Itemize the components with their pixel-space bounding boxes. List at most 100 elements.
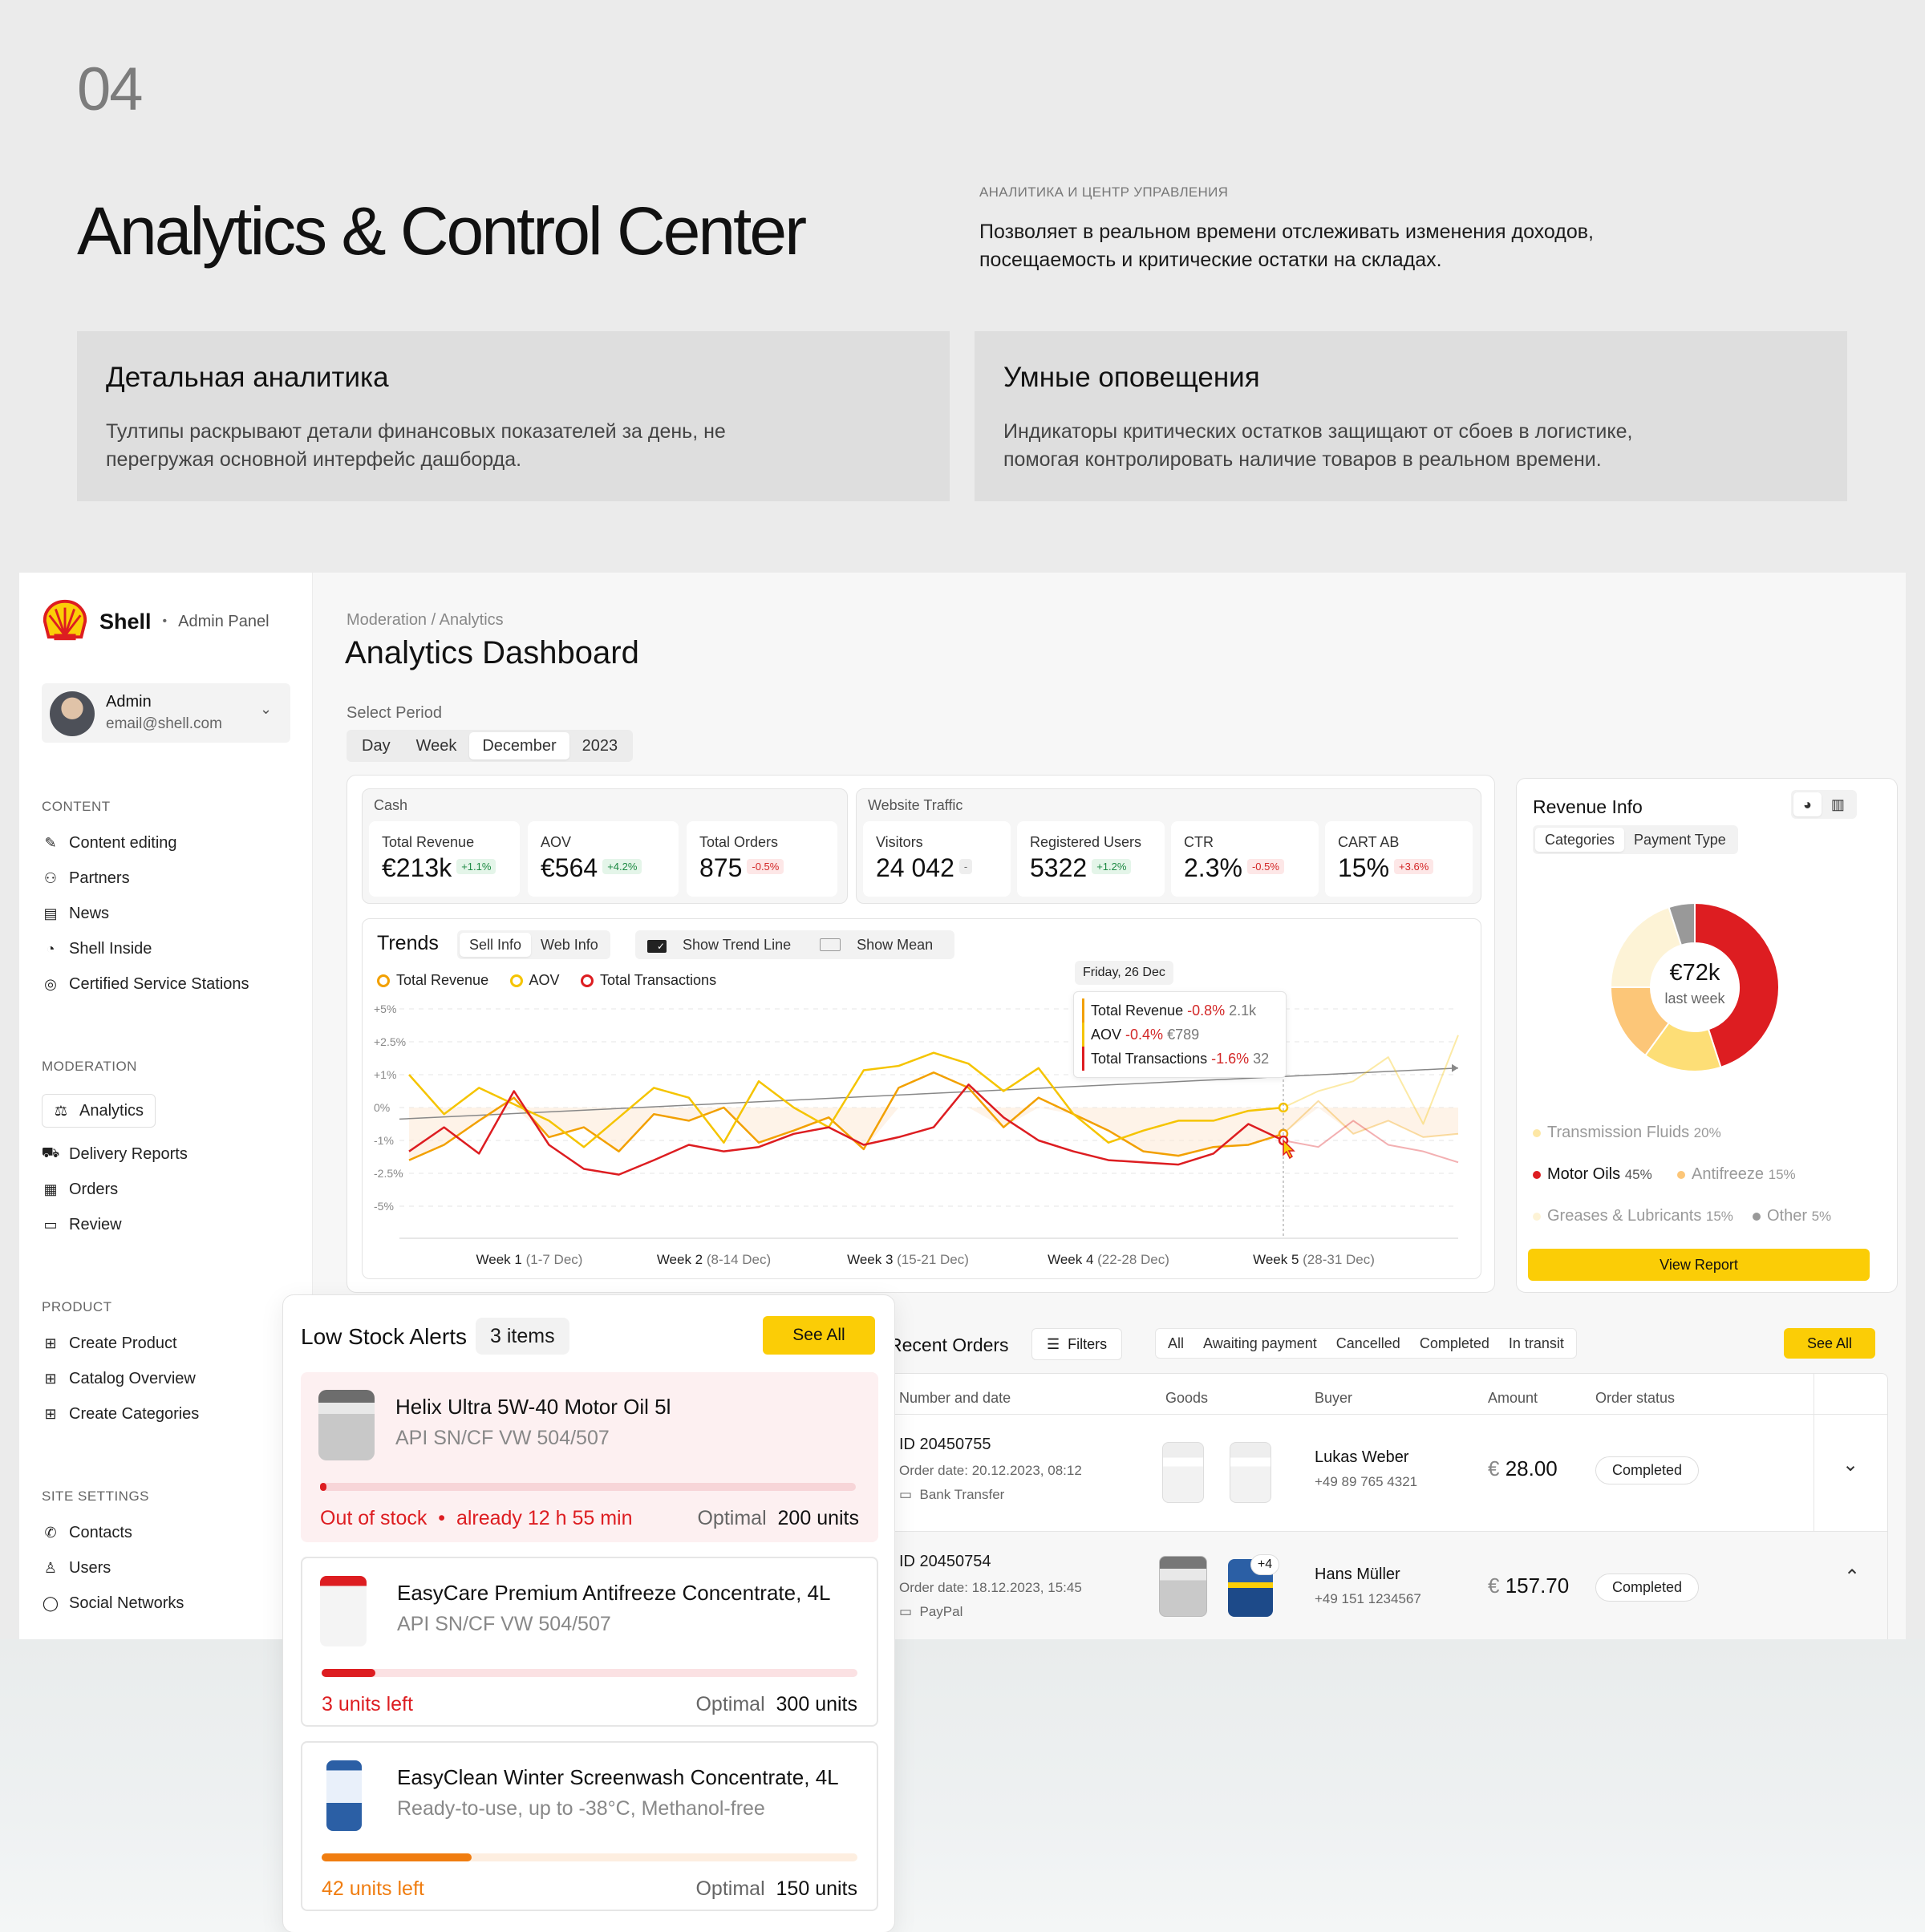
stock-see-all-button[interactable]: See All bbox=[763, 1316, 875, 1355]
period-tab-year[interactable]: 2023 bbox=[582, 737, 618, 755]
show-mean-toggle[interactable]: Show Mean bbox=[810, 933, 952, 957]
delta-badge: -0.5% bbox=[1246, 859, 1284, 875]
tab-web-info[interactable]: Web Info bbox=[541, 937, 598, 953]
nav-create-product[interactable]: ⊞ Create Product bbox=[42, 1331, 176, 1355]
trends-title: Trends bbox=[377, 932, 439, 954]
nav-news[interactable]: ▤ News bbox=[42, 901, 109, 925]
period-tab-month[interactable]: December bbox=[469, 732, 569, 759]
chevron-up-icon[interactable]: ⌃ bbox=[1844, 1566, 1861, 1588]
orders-see-all-button[interactable]: See All bbox=[1784, 1328, 1875, 1359]
tab-cancelled[interactable]: Cancelled bbox=[1335, 1335, 1400, 1351]
nav-create-categories[interactable]: ⊞ Create Categories bbox=[42, 1402, 199, 1426]
trends-card: Trends Sell Info Web Info ✓ Show Trend Li… bbox=[362, 918, 1481, 1279]
brand[interactable]: Shell • Admin Panel bbox=[42, 598, 270, 645]
x-tick-label: Week 3 (15-21 Dec) bbox=[847, 1252, 969, 1267]
donut-slice[interactable] bbox=[1694, 901, 1780, 1069]
tab-categories[interactable]: Categories bbox=[1535, 828, 1625, 852]
nav-content-editing[interactable]: ✎ Content editing bbox=[42, 831, 176, 855]
chart-tooltip: Total Revenue -0.8% 2.1k AOV -0.4% €789 … bbox=[1073, 991, 1287, 1078]
grid-icon: ⊞ bbox=[44, 1405, 57, 1422]
feature-card-alerts: Умные оповещения Индикаторы критических … bbox=[975, 331, 1847, 501]
nav-partners[interactable]: ⚇ Partners bbox=[42, 866, 130, 890]
tab-sell-info[interactable]: Sell Info bbox=[460, 933, 532, 957]
stock-item[interactable]: Helix Ultra 5W-40 Motor Oil 5l API SN/CF… bbox=[301, 1372, 878, 1542]
period-tab-week[interactable]: Week bbox=[415, 737, 457, 755]
user-menu[interactable]: Admin email@shell.com ⌄ bbox=[42, 683, 290, 743]
period-tab-day[interactable]: Day bbox=[362, 737, 391, 755]
tab-all[interactable]: All bbox=[1168, 1335, 1185, 1351]
legend-greases: Greases & Lubricants 15% bbox=[1533, 1207, 1733, 1225]
delta-badge: +3.6% bbox=[1394, 859, 1434, 875]
card-icon: ▭ bbox=[899, 1487, 913, 1502]
grid-plus-icon: ⊞ bbox=[44, 1335, 57, 1351]
tab-completed[interactable]: Completed bbox=[1419, 1335, 1489, 1351]
show-trend-toggle[interactable]: ✓ Show Trend Line bbox=[638, 933, 810, 957]
card-icon: ▭ bbox=[899, 1604, 913, 1619]
nav-users[interactable]: ♙ Users bbox=[42, 1556, 111, 1580]
trends-chart[interactable]: +5% +2.5% +1% 0% -1% -2.5% -5% Week 1 (1-7 Dec)… bbox=[363, 999, 1481, 1278]
tab-awaiting-payment[interactable]: Awaiting payment bbox=[1203, 1335, 1317, 1351]
target-icon: ◎ bbox=[44, 975, 57, 992]
table-row[interactable]: ID 20450754 Order date: 18.12.2023, 15:4… bbox=[883, 1531, 1887, 1639]
legend-total-transactions[interactable]: Total Transactions bbox=[581, 972, 716, 989]
product-thumb bbox=[1159, 1556, 1207, 1617]
table-row[interactable]: ID 20450755 Order date: 20.12.2023, 08:1… bbox=[883, 1414, 1887, 1531]
nav-delivery-reports[interactable]: ⛟ Delivery Reports bbox=[41, 1144, 188, 1163]
stock-status: 42 units left bbox=[322, 1877, 424, 1900]
trend-toggles: ✓ Show Trend Line Show Mean bbox=[635, 930, 955, 959]
nav-section-label: MODERATION bbox=[42, 1059, 137, 1074]
series-line-future bbox=[1283, 1100, 1459, 1138]
product-image bbox=[320, 1576, 367, 1646]
nav-review[interactable]: ▭ Review bbox=[42, 1213, 121, 1237]
bar-chart-icon[interactable]: ▥ bbox=[1830, 796, 1845, 812]
legend-aov[interactable]: AOV bbox=[509, 972, 560, 989]
stock-status: 3 units left bbox=[322, 1693, 413, 1715]
product-thumb bbox=[1162, 1442, 1204, 1503]
nav-contacts[interactable]: ✆ Contacts bbox=[42, 1521, 132, 1545]
revenue-donut[interactable] bbox=[1591, 883, 1799, 1092]
col-buyer: Buyer bbox=[1315, 1390, 1353, 1406]
clipboard-icon: ▦ bbox=[43, 1181, 58, 1197]
stock-status: Out of stock • already 12 h 55 min bbox=[320, 1507, 633, 1529]
order-amount: € 157.70 bbox=[1488, 1574, 1570, 1598]
delta-badge: +1.1% bbox=[456, 859, 496, 875]
filters-button[interactable]: ☰ Filters bbox=[1031, 1328, 1123, 1360]
chevron-down-icon[interactable]: ⌄ bbox=[1842, 1454, 1859, 1476]
tab-payment-type[interactable]: Payment Type bbox=[1634, 832, 1726, 848]
nav-social-networks[interactable]: ◯ Social Networks bbox=[42, 1594, 184, 1612]
legend-total-revenue[interactable]: Total Revenue bbox=[377, 972, 488, 989]
legend-other: Other 5% bbox=[1753, 1207, 1831, 1225]
nav-catalog-overview[interactable]: ⊞ Catalog Overview bbox=[42, 1367, 195, 1391]
nav-analytics[interactable]: ⚖ Analytics bbox=[42, 1094, 156, 1128]
nav-shell-inside[interactable]: ◔ Shell Inside bbox=[42, 937, 152, 961]
orders-table: Number and date Goods Buyer Amount Order… bbox=[882, 1373, 1888, 1639]
product-thumb bbox=[1230, 1442, 1271, 1503]
tab-in-transit[interactable]: In transit bbox=[1508, 1335, 1564, 1351]
section-kicker: АНАЛИТИКА И ЦЕНТР УПРАВЛЕНИЯ bbox=[979, 184, 1229, 200]
feature-text: Индикаторы критических остатков защищают… bbox=[1003, 420, 1633, 471]
handshake-icon: ⚇ bbox=[43, 869, 58, 886]
delta-badge: +4.2% bbox=[602, 859, 642, 875]
stock-item[interactable]: EasyCare Premium Antifreeze Concentrate,… bbox=[301, 1557, 878, 1727]
order-amount: € 28.00 bbox=[1488, 1456, 1558, 1480]
nav-orders[interactable]: ▦ Orders bbox=[42, 1177, 118, 1201]
message-icon: ▭ bbox=[43, 1216, 58, 1233]
donut-center-label: last week bbox=[1664, 990, 1725, 1007]
col-goods: Goods bbox=[1165, 1390, 1209, 1406]
view-report-button[interactable]: View Report bbox=[1528, 1249, 1870, 1281]
kpi-visitors: Visitors 24 042- bbox=[863, 821, 1011, 897]
trends-legend: Total Revenue AOV Total Transactions bbox=[377, 972, 734, 991]
y-tick-label: +2.5% bbox=[374, 1035, 406, 1048]
stock-title: Low Stock Alerts bbox=[301, 1324, 467, 1349]
low-stock-alerts: Low Stock Alerts 3 items See All Helix U… bbox=[282, 1294, 895, 1932]
cash-panel: Cash Total Revenue €213k +1.1% AOV €564 +4… bbox=[362, 788, 848, 904]
series-line-future bbox=[1283, 1035, 1459, 1125]
nav-certified-stations[interactable]: ◎ Certified Service Stations bbox=[42, 972, 249, 996]
stock-item[interactable]: EasyClean Winter Screenwash Concentrate,… bbox=[301, 1741, 878, 1911]
user-name: Admin bbox=[106, 693, 152, 711]
stock-optimal: Optimal 200 units bbox=[697, 1507, 859, 1529]
col-number-date: Number and date bbox=[899, 1390, 1011, 1406]
donut-slice[interactable] bbox=[1668, 901, 1696, 946]
pie-chart-icon[interactable]: ◕ bbox=[1793, 792, 1822, 816]
section-description: Позволяет в реальном времени отслеживать… bbox=[979, 221, 1594, 271]
